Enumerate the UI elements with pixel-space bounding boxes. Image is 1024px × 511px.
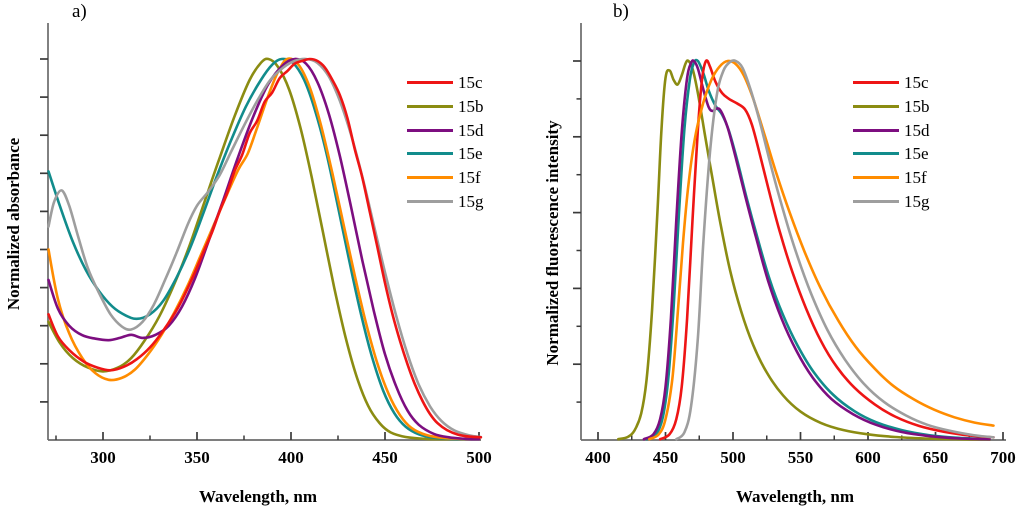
legend-swatch-15c	[853, 81, 899, 85]
legend-label-15f: 15f	[904, 168, 927, 188]
legend-item-15b: 15b	[853, 95, 930, 119]
legend-item-15g: 15g	[407, 189, 484, 213]
x-tick-label: 500	[466, 448, 492, 467]
legend-label-15g: 15g	[904, 191, 930, 211]
panel-a-label: a)	[72, 1, 87, 22]
x-tick-label: 650	[923, 448, 949, 467]
legend-swatch-15e	[853, 152, 899, 156]
panel-a-y-axis-title: Normalized absorbance	[4, 137, 23, 311]
x-tick-label: 400	[278, 448, 304, 467]
series-curve-15b	[47, 57, 481, 441]
panel-b-legend: 15c 15b 15d 15e 15f 15g	[853, 71, 930, 213]
legend-item-15f: 15f	[853, 166, 930, 190]
x-tick-label: 350	[184, 448, 210, 467]
chart-a: 300 350 400 450 500	[40, 23, 492, 467]
panel-b-y-axis-title: Normalized fluorescence intensity	[543, 120, 562, 366]
series-curve-15b	[617, 59, 991, 441]
legend-label-15g: 15g	[458, 191, 484, 211]
x-tick-label: 500	[720, 448, 746, 467]
legend-swatch-15b	[407, 105, 453, 109]
legend-swatch-15c	[407, 81, 453, 85]
chart-b: 400 450 500 550 600 650 700	[573, 23, 1016, 467]
legend-item-15g: 15g	[853, 189, 930, 213]
x-tick-label: 600	[855, 448, 881, 467]
legend-label-15e: 15e	[458, 144, 483, 164]
panel-a-x-axis-title: Wavelength, nm	[198, 487, 318, 506]
x-tick-label: 450	[372, 448, 398, 467]
legend-label-15e: 15e	[904, 144, 929, 164]
legend-swatch-15d	[853, 128, 899, 132]
legend-swatch-15f	[407, 176, 453, 180]
legend-swatch-15f	[853, 176, 899, 180]
legend-label-15c: 15c	[904, 73, 929, 93]
legend-item-15c: 15c	[853, 71, 930, 95]
legend-label-15d: 15d	[904, 120, 930, 140]
legend-label-15b: 15b	[458, 97, 484, 117]
series-curve-15g	[675, 59, 995, 441]
legend-item-15c: 15c	[407, 71, 484, 95]
x-tick-label: 300	[90, 448, 116, 467]
series-curve-15c	[47, 57, 483, 439]
x-tick-label: 450	[653, 448, 679, 467]
panel-b-x-axis-title: Wavelength, nm	[735, 487, 855, 506]
legend-label-15f: 15f	[458, 168, 481, 188]
legend-item-15b: 15b	[407, 95, 484, 119]
x-tick-label: 550	[788, 448, 814, 467]
legend-item-15e: 15e	[407, 142, 484, 166]
legend-swatch-15g	[407, 199, 453, 203]
series-curve-15d	[642, 59, 991, 441]
legend-item-15d: 15d	[407, 118, 484, 142]
legend-item-15f: 15f	[407, 166, 484, 190]
series-curve-15e	[47, 57, 481, 441]
series-curve-15c	[658, 59, 995, 441]
series-curve-15g	[47, 57, 483, 439]
legend-item-15d: 15d	[853, 118, 930, 142]
legend-swatch-15e	[407, 152, 453, 156]
legend-swatch-15g	[853, 199, 899, 203]
legend-label-15c: 15c	[458, 73, 483, 93]
panel-a-legend: 15c 15b 15d 15e 15f 15g	[407, 71, 484, 213]
legend-swatch-15b	[853, 105, 899, 109]
x-tick-label: 400	[585, 448, 611, 467]
legend-label-15d: 15d	[458, 120, 484, 140]
series-curve-15f	[47, 57, 481, 441]
panel-b-label: b)	[613, 1, 629, 22]
legend-swatch-15d	[407, 128, 453, 132]
legend-label-15b: 15b	[904, 97, 930, 117]
x-tick-label: 700	[990, 448, 1016, 467]
legend-item-15e: 15e	[853, 142, 930, 166]
